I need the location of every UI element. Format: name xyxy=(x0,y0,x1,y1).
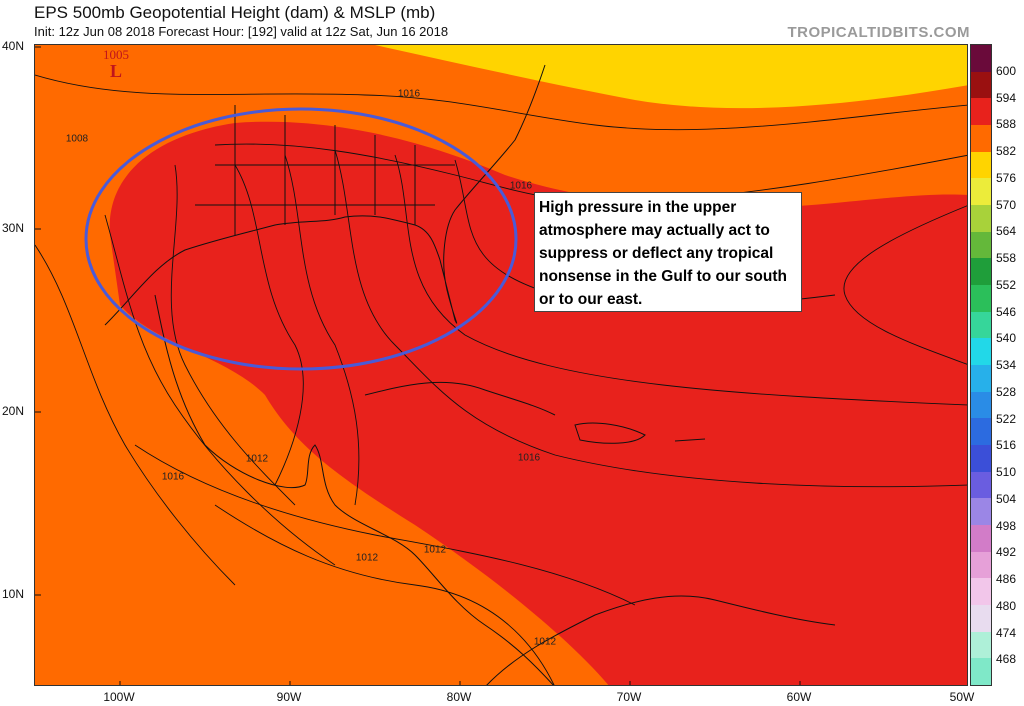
low-pressure-symbol: L xyxy=(109,61,122,81)
low-pressure-value: 1005 xyxy=(103,47,129,62)
lat-label-10n: 10N xyxy=(2,587,25,601)
colorbar-label: 492 xyxy=(996,545,1017,560)
height-band-582 xyxy=(375,45,967,109)
colorbar-label: 480 xyxy=(996,598,1017,613)
isobar-label: 1016 xyxy=(509,180,533,192)
map-canvas xyxy=(35,45,967,685)
colorbar-segment xyxy=(971,631,991,659)
map-subtitle: Init: 12z Jun 08 2018 Forecast Hour: [19… xyxy=(34,24,449,39)
colorbar-label: 588 xyxy=(996,117,1017,132)
colorbar-segment xyxy=(971,338,991,365)
colorbar-segment xyxy=(971,178,991,205)
lat-label-40n: 40N xyxy=(2,39,25,53)
colorbar-segment xyxy=(971,204,991,232)
lon-label-100w: 100W xyxy=(103,690,135,704)
coastlines xyxy=(104,64,836,685)
colorbar-segment xyxy=(971,364,991,392)
colorbar-segment xyxy=(971,258,991,285)
colorbar-segment xyxy=(971,151,991,179)
colorbar-label: 582 xyxy=(996,144,1017,158)
colorbar-label: 534 xyxy=(996,358,1017,372)
colorbar-segment xyxy=(971,498,991,525)
colorbar-segment xyxy=(971,44,991,72)
colorbar-segment xyxy=(971,311,991,339)
colorbar-segment xyxy=(971,444,991,472)
lon-label-60w: 60W xyxy=(786,690,812,704)
grid-ticks xyxy=(35,46,801,685)
colorbar-segment xyxy=(971,391,991,419)
colorbar-label: 528 xyxy=(996,384,1017,399)
isobar-label: 1012 xyxy=(245,453,269,465)
colorbar-label: 504 xyxy=(996,491,1017,506)
colorbar-segment xyxy=(971,71,991,99)
colorbar-label: 522 xyxy=(996,411,1017,426)
highlight-circle xyxy=(84,107,518,371)
colorbar-label: 510 xyxy=(996,465,1017,479)
colorbar-label: 474 xyxy=(996,625,1017,640)
isobar-label: 1008 xyxy=(65,133,89,145)
colorbar-label: 540 xyxy=(996,331,1017,346)
colorbar-segment xyxy=(971,471,991,499)
colorbar-label: 498 xyxy=(996,518,1017,533)
low-pressure-marker: 1005 L xyxy=(103,47,129,81)
colorbar-segment xyxy=(971,124,991,152)
lat-label-20n: 20N xyxy=(2,404,25,418)
colorbar-label: 564 xyxy=(996,224,1017,239)
isobar-label: 1012 xyxy=(355,552,379,564)
colorbar-segment xyxy=(971,284,991,312)
lon-label-70w: 70W xyxy=(616,690,642,704)
colorbar-segment xyxy=(971,551,991,579)
height-colorbar xyxy=(970,44,992,686)
colorbar-segment xyxy=(971,658,991,685)
colorbar-segment xyxy=(971,418,991,445)
colorbar-segment xyxy=(971,524,991,552)
isobar-label: 1016 xyxy=(517,452,541,464)
map-title: EPS 500mb Geopotential Height (dam) & MS… xyxy=(34,3,436,22)
brand-watermark[interactable]: TROPICALTIDBITS.COM xyxy=(787,24,970,41)
isobar-label: 1012 xyxy=(423,544,447,556)
colorbar-segment xyxy=(971,604,991,632)
colorbar-label: 516 xyxy=(996,438,1017,453)
isobar-label: 1016 xyxy=(397,88,421,100)
isobar-label: 1016 xyxy=(161,471,185,483)
forecast-map: 1016 1016 1008 1016 1016 1012 1012 1012 … xyxy=(34,44,968,686)
colorbar-segment xyxy=(971,98,991,125)
colorbar-label: 576 xyxy=(996,170,1017,185)
colorbar-label: 600 xyxy=(996,63,1017,78)
lat-label-30n: 30N xyxy=(2,221,25,235)
lon-label-50w: 50W xyxy=(949,690,975,704)
isobar-label: 1012 xyxy=(533,636,557,648)
lon-label-90w: 90W xyxy=(276,690,302,704)
colorbar-segment xyxy=(971,231,991,259)
colorbar-label: 552 xyxy=(996,277,1017,292)
colorbar-label: 570 xyxy=(996,197,1017,212)
colorbar-label: 486 xyxy=(996,572,1017,586)
lon-label-80w: 80W xyxy=(446,690,472,704)
colorbar-label: 594 xyxy=(996,90,1017,105)
annotation-box: High pressure in the upper atmosphere ma… xyxy=(534,192,802,312)
colorbar-label: 468 xyxy=(996,652,1017,667)
colorbar-label: 558 xyxy=(996,251,1017,265)
colorbar-label: 546 xyxy=(996,304,1017,319)
colorbar-segment xyxy=(971,578,991,605)
